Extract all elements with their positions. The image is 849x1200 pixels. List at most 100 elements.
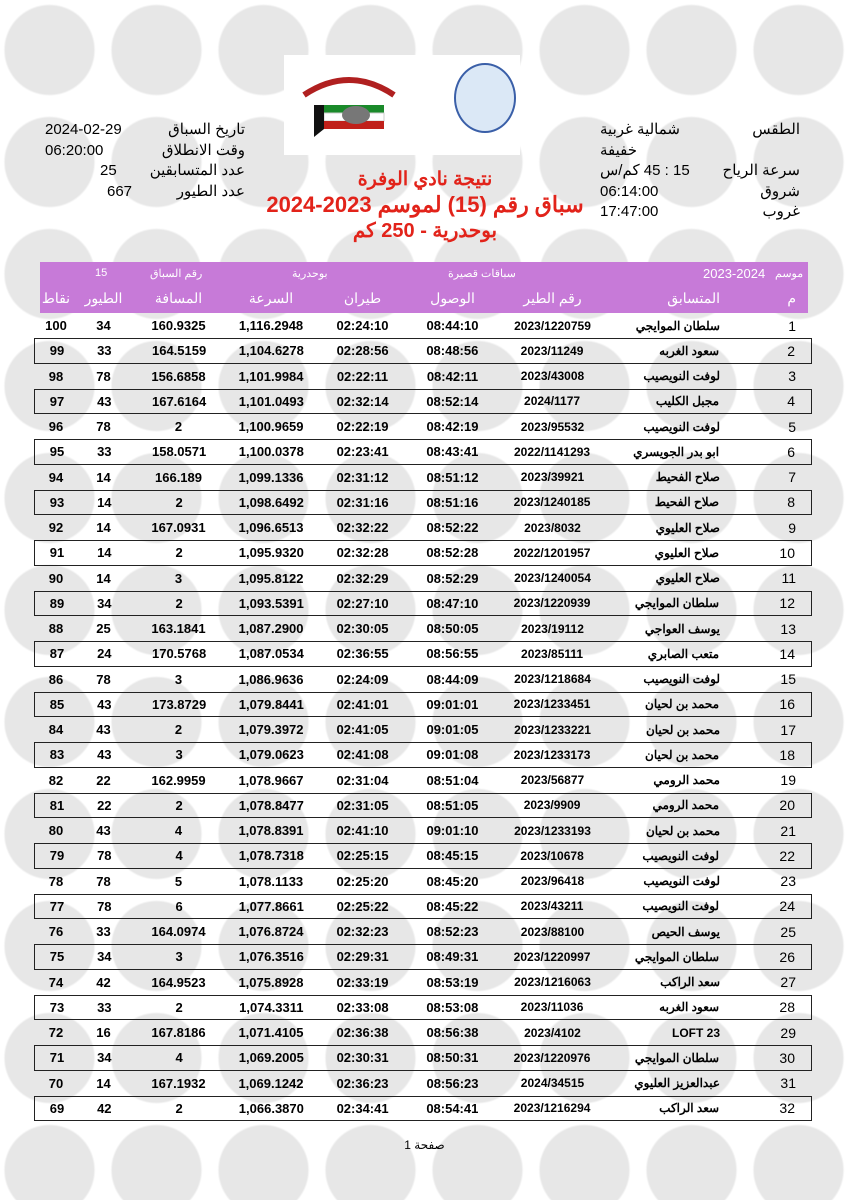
cell-arrival: 08:52:29 [426, 570, 479, 586]
cell-points: 92 [48, 520, 64, 536]
cell-ring-number: 2024/1177 [524, 394, 581, 409]
cell-points: 82 [48, 772, 64, 788]
table-meta-header: 15 رقم السباق بوحدرية سباقات قصيرة 2023-… [40, 262, 808, 284]
cell-arrival: 08:50:05 [426, 621, 479, 637]
cell-arrival: 08:45:15 [426, 848, 479, 864]
cell-speed: 1,098.6492 [238, 494, 304, 510]
cell-points: 95 [49, 444, 65, 460]
cell-flight-time: 02:22:19 [336, 419, 389, 435]
cell-birds: 34 [96, 318, 111, 334]
cell-ring-number: 2023/1240185 [513, 495, 591, 510]
table-row: 70 14 167.1932 1,069.1242 02:36:23 08:56:23 20… [40, 1071, 808, 1096]
cell-points: 90 [48, 570, 64, 586]
cell-competitor: عبدالعزيز العليوي [634, 1076, 720, 1091]
cell-speed: 1,074.3311 [239, 999, 304, 1015]
table-row: 84 43 2 1,079.3972 02:41:05 09:01:05 2023/1233… [40, 717, 808, 742]
cell-flight-time: 02:34:41 [336, 1100, 389, 1116]
table-row: 95 33 158.0571 1,100.0378 02:23:41 08:43:41 20… [34, 439, 812, 465]
cell-birds: 33 [97, 444, 112, 460]
race-info: 2024-02-29 تاريخ السباق 06:20:00 وقت الانط… [45, 120, 245, 202]
cell-flight-time: 02:31:12 [336, 469, 389, 485]
cell-speed: 1,099.1336 [238, 469, 304, 485]
cell-arrival: 09:01:05 [426, 722, 479, 738]
cell-competitor: صلاح العليوي [654, 545, 720, 560]
table-row: 89 34 2 1,093.5391 02:27:10 08:47:10 2023/1220… [34, 590, 812, 616]
cell-rank: 7 [788, 469, 796, 486]
column-header-birds: الطيور [84, 290, 123, 306]
cell-points: 69 [49, 1100, 65, 1116]
cell-rank: 13 [780, 620, 796, 637]
cell-flight-time: 02:41:01 [336, 696, 389, 712]
cell-rank: 15 [780, 671, 796, 688]
cell-points: 77 [49, 898, 65, 914]
cell-birds: 14 [96, 1075, 111, 1091]
cell-arrival: 08:42:11 [426, 368, 479, 384]
cell-ring-number: 2023/1216294 [513, 1101, 591, 1116]
cell-competitor: يوسف الحيص [651, 924, 720, 939]
cell-flight-time: 02:41:08 [336, 747, 389, 763]
column-header-ring-number: رقم الطير [523, 290, 582, 306]
cell-speed: 1,077.8661 [238, 898, 304, 914]
cell-ring-number: 2023/19112 [521, 621, 584, 636]
cell-rank: 2 [787, 342, 795, 359]
cell-competitor: محمد بن لحيان [645, 823, 720, 838]
cell-points: 88 [48, 621, 64, 637]
cell-birds: 14 [96, 469, 111, 485]
cell-ring-number: 2023/43211 [520, 899, 584, 914]
cell-distance: 163.1841 [151, 621, 206, 637]
table-row: 77 78 6 1,077.8661 02:25:22 08:45:22 2023/4321… [34, 893, 812, 919]
column-header-arrival: الوصول [430, 290, 475, 306]
race-date-label: تاريخ السباق [168, 121, 245, 138]
table-row: 78 78 5 1,078.1133 02:25:20 08:45:20 2023/9641… [40, 869, 808, 894]
table-row: 99 33 164.5159 1,104.6278 02:28:56 08:48:56 20… [34, 338, 812, 364]
cell-birds: 33 [96, 924, 111, 940]
cell-points: 70 [48, 1075, 64, 1091]
cell-ring-number: 2023/88100 [520, 924, 585, 939]
cell-flight-time: 02:24:10 [336, 318, 389, 334]
cell-competitor: سلطان الموايجي [634, 596, 720, 611]
cell-arrival: 08:53:19 [426, 974, 479, 990]
cell-birds: 33 [97, 999, 112, 1015]
cell-distance: 3 [175, 747, 183, 763]
cell-distance: 2 [174, 419, 183, 435]
cell-distance: 167.1932 [151, 1075, 206, 1091]
cell-arrival: 08:51:05 [426, 797, 479, 813]
cell-flight-time: 02:31:04 [336, 772, 389, 788]
cell-ring-number: 2022/1141293 [514, 444, 591, 459]
cell-ring-number: 2023/1220759 [514, 318, 591, 333]
cell-distance: 6 [175, 898, 183, 914]
cell-birds: 34 [97, 595, 112, 611]
cell-points: 96 [48, 419, 64, 435]
cell-arrival: 09:01:10 [426, 823, 479, 839]
weather-value: شمالية غربية خفيفة [600, 121, 680, 159]
cell-ring-number: 2023/1220939 [513, 596, 591, 611]
cell-distance: 2 [175, 999, 183, 1015]
cell-points: 98 [48, 368, 64, 384]
cell-distance: 158.0571 [151, 444, 207, 460]
cell-birds: 43 [97, 747, 112, 763]
cell-ring-number: 2023/1240054 [514, 571, 591, 586]
title-race: سباق رقم (15) لموسم 2023-2024 [266, 192, 584, 217]
cell-rank: 4 [787, 393, 795, 410]
cell-competitor: سعد الراكب [660, 975, 720, 990]
cell-rank: 6 [787, 443, 795, 460]
cell-rank: 1 [788, 317, 796, 334]
cell-ring-number: 2023/96418 [520, 874, 585, 889]
table-row: 73 33 2 1,074.3311 02:33:08 08:53:08 2023/1103… [34, 994, 812, 1020]
cell-distance: 156.6858 [151, 368, 206, 384]
table-row: 74 42 164.9523 1,075.8928 02:33:19 08:53:19 20… [40, 970, 808, 995]
cell-rank: 18 [779, 746, 795, 763]
cell-distance: 2 [175, 595, 183, 611]
competitors-label: عدد المتسابقين [149, 162, 245, 179]
cell-birds: 14 [97, 494, 112, 510]
cell-points: 93 [49, 494, 65, 510]
cell-rank: 10 [779, 544, 795, 561]
cell-distance: 3 [175, 949, 183, 965]
table-row: 82 22 162.9959 1,078.9667 02:31:04 08:51:04 20… [40, 768, 808, 793]
cell-flight-time: 02:32:14 [336, 393, 389, 409]
cell-flight-time: 02:30:05 [336, 621, 389, 637]
cell-arrival: 08:50:31 [426, 1050, 479, 1066]
results-table: 15 رقم السباق بوحدرية سباقات قصيرة 2023-… [34, 262, 812, 1121]
cell-distance: 3 [174, 570, 183, 586]
table-row: 94 14 166.189 1,099.1336 02:31:12 08:51:12 202… [40, 465, 808, 490]
